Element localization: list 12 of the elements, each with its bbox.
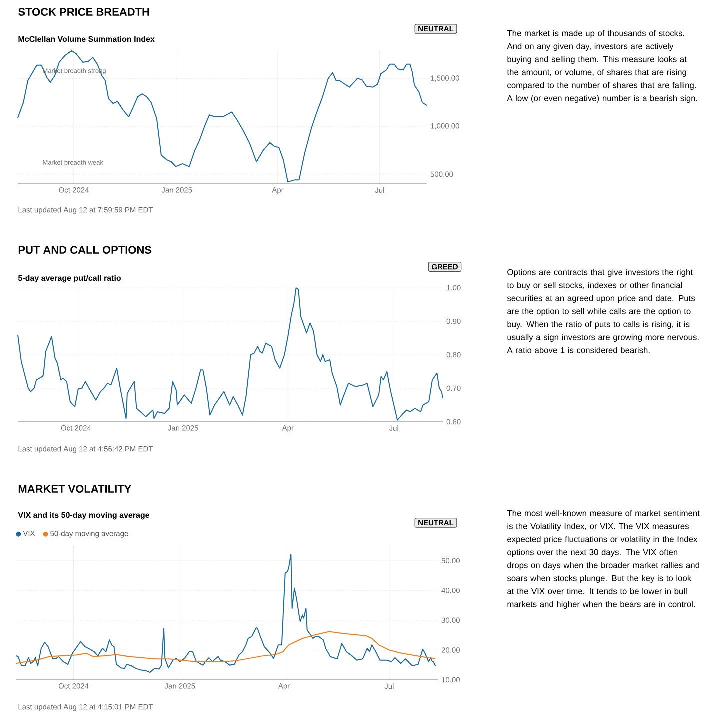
- line-series: [16, 554, 436, 674]
- text: The market is made up of thousands of stocks. And on any given day, investors are actively buying and selling them. This measure looks at the amount, or volume, of shares that are rising compared to the number of shares that are falling. A low (or even negative) number is a bearish sign.: [507, 30, 698, 104]
- chart-subtitle: VIX and its 50-day moving average: [18, 512, 150, 520]
- chart-title: STOCK PRICE BREADTH: [18, 8, 150, 16]
- line-series: [18, 288, 444, 421]
- text: Options are contracts that give investors the right to buy or sell stocks, indexes or other financial securities at an agreed upon price and date. Puts are the option to sell while calls are the option to buy. When the ratio of puts to calls is rising, it is usually a sign investors are growing more nervous. A ratio above 1 is considered bearish.: [507, 269, 699, 354]
- chart-title: MARKET VOLATILITY: [18, 485, 132, 493]
- chart-subtitle: 5-day average put/call ratio: [18, 275, 122, 283]
- text: The most well-known measure of market sentiment is the Volatility Index, or VIX. The VIX measures expected price fluctuations or volatility in the Index options over the next 30 days. The VIX often drops on days when the broader market rallies and soars when stocks plunge. But the key is to look at the VIX over time. It tends to be lower in bull markets and higher when the bears are in control.: [507, 510, 700, 610]
- chart-subtitle: McClellan Volume Summation Index: [18, 36, 155, 42]
- line-series: [18, 50, 428, 183]
- chart-title: PUT AND CALL OPTIONS: [18, 246, 152, 254]
